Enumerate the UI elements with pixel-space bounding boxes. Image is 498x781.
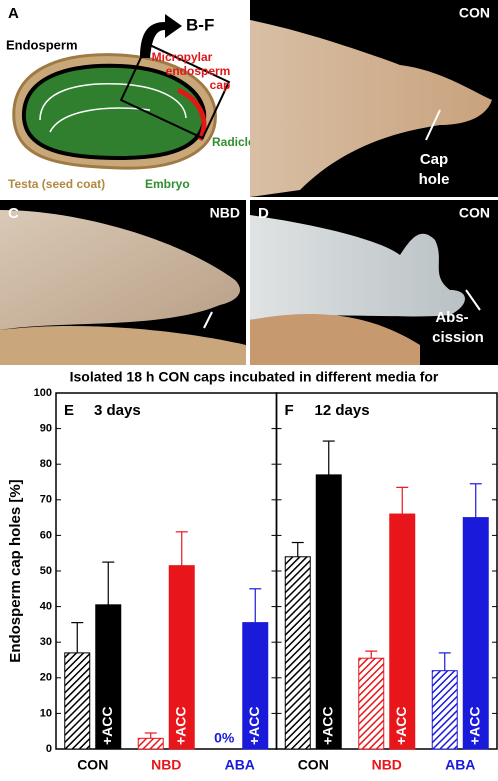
y-tick-label: 30 <box>40 636 52 648</box>
bar <box>95 604 122 750</box>
bar <box>315 474 342 750</box>
bar <box>168 565 195 750</box>
label: endosperm <box>166 64 231 78</box>
x-tick-label: ABA <box>225 757 255 773</box>
y-tick-label: 50 <box>40 565 52 577</box>
panel-label: C <box>8 205 19 222</box>
bar <box>137 737 164 750</box>
heading: Isolated 18 h CON caps incubated in diff… <box>70 369 439 385</box>
y-axis-label: Endosperm cap holes [%] <box>7 479 24 662</box>
label: CON <box>459 205 490 221</box>
embryo <box>21 63 207 161</box>
y-tick-label: 60 <box>40 529 52 541</box>
label: Abs- <box>435 309 468 326</box>
bar <box>64 652 91 750</box>
bar <box>431 670 458 750</box>
photo <box>250 20 492 197</box>
panel-b: B CON Cap hole <box>250 0 498 197</box>
photo <box>250 314 420 365</box>
panel-label: F <box>285 402 294 419</box>
panel-label: E <box>64 402 74 419</box>
panel-d: D CON Abs- cission <box>250 200 498 365</box>
bar <box>242 622 269 750</box>
cap-box <box>119 42 231 140</box>
label: Endosperm <box>6 37 78 52</box>
arrow <box>140 14 182 58</box>
label: hole <box>419 171 450 188</box>
label: NBD <box>210 205 240 221</box>
x-tick-label: NBD <box>151 757 181 773</box>
panel-label: D <box>258 205 269 222</box>
series-label: +ACC <box>466 706 482 745</box>
label: cission <box>432 329 484 346</box>
x-tick-label: CON <box>77 757 108 773</box>
y-tick-label: 80 <box>40 458 52 470</box>
panel-title: 3 days <box>94 402 141 419</box>
photo <box>0 210 240 330</box>
series-label: +ACC <box>319 706 335 745</box>
y-tick-label: 40 <box>40 601 52 613</box>
series-label: +ACC <box>99 706 115 745</box>
label: Embryo <box>145 177 190 191</box>
arrow <box>465 289 481 311</box>
label: cap <box>210 78 231 92</box>
label: Micropylar <box>152 50 213 64</box>
x-tick-label: ABA <box>445 757 475 773</box>
series-label: +ACC <box>172 706 188 745</box>
panel-label: A <box>8 5 19 22</box>
y-tick-label: 100 <box>34 387 52 399</box>
panel-c: C NBD <box>0 200 246 365</box>
x-tick-label: NBD <box>372 757 402 773</box>
panel-a: A Endosperm B-F Micropylar endosperm cap… <box>0 0 255 197</box>
series-label: +ACC <box>246 706 262 745</box>
label: Testa (seed coat) <box>8 177 105 191</box>
y-tick-label: 10 <box>40 707 52 719</box>
value-label: 0% <box>214 730 235 746</box>
label: Radicle <box>212 135 255 149</box>
photo <box>250 215 465 320</box>
bar <box>284 556 311 750</box>
label: Cap <box>420 151 448 168</box>
panel-title: 12 days <box>315 402 370 419</box>
y-tick-label: 0 <box>46 743 52 755</box>
bar <box>389 513 416 750</box>
bar <box>462 517 489 750</box>
y-tick-label: 20 <box>40 672 52 684</box>
y-tick-label: 90 <box>40 423 52 435</box>
photo <box>0 325 246 365</box>
bar <box>358 657 385 750</box>
y-tick-label: 70 <box>40 494 52 506</box>
x-tick-label: CON <box>298 757 329 773</box>
label: CON <box>459 5 490 21</box>
series-label: +ACC <box>393 706 409 745</box>
label: B-F <box>186 15 214 34</box>
embryo-line <box>39 82 187 121</box>
arrow <box>203 311 213 329</box>
arrow <box>425 109 441 141</box>
embryo-line <box>49 107 151 133</box>
panel-label: B <box>258 5 269 22</box>
cap-outline <box>176 87 207 142</box>
